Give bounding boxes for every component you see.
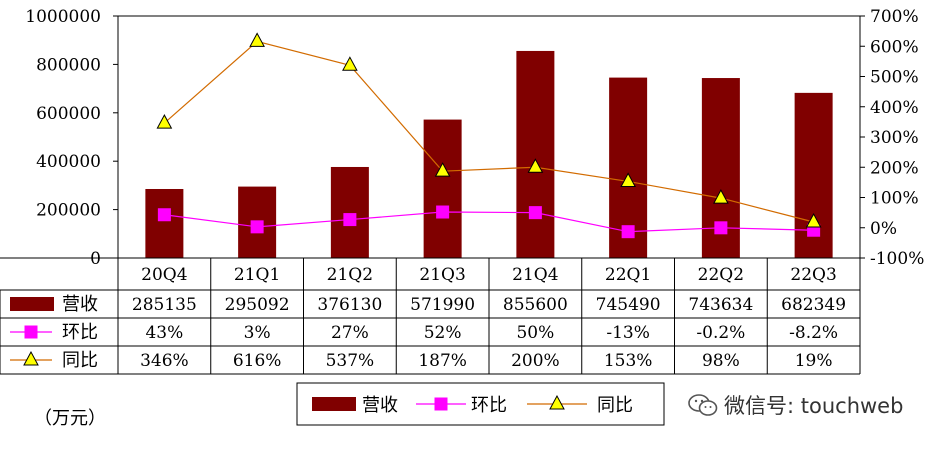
table-cell: 27%	[331, 323, 369, 343]
right-axis-tick-label: 700%	[870, 7, 919, 27]
category-label: 22Q2	[698, 265, 744, 285]
plot-frame	[117, 15, 861, 259]
qoq-marker	[714, 221, 728, 235]
table-cell: 571990	[410, 295, 475, 315]
qoq-marker	[250, 220, 264, 234]
legend-label-qoq: 环比	[471, 395, 507, 416]
table-cell: -8.2%	[789, 323, 838, 343]
left-axis-tick-label: 800000	[36, 55, 101, 75]
watermark-text: 微信号: touchweb	[724, 394, 904, 418]
category-label: 21Q1	[234, 265, 280, 285]
table-cell: 376130	[317, 295, 382, 315]
left-axis-tick-label: 1000000	[25, 7, 101, 27]
table-cell: 200%	[511, 351, 560, 371]
left-axis-tick-label: 200000	[36, 201, 101, 221]
qoq-marker	[621, 225, 635, 239]
right-axis-tick-label: 600%	[870, 37, 919, 57]
yoy-marker	[527, 158, 544, 173]
revenue-bar	[330, 166, 369, 258]
legend-key-qoq-marker	[434, 397, 448, 411]
legend-label-revenue: 营收	[362, 395, 398, 416]
right-axis-tick-label: 100%	[870, 189, 919, 209]
yoy-marker	[156, 114, 173, 129]
qoq-marker	[528, 206, 542, 220]
revenue-bar	[423, 119, 462, 258]
row-header-qoq: 环比	[62, 322, 98, 343]
table-cell: -13%	[606, 323, 650, 343]
table-cell: 537%	[326, 351, 375, 371]
table-cell: 745490	[596, 295, 661, 315]
category-label: 21Q3	[419, 265, 465, 285]
qoq-line	[164, 211, 814, 233]
table-cell: 50%	[516, 323, 554, 343]
legend-label-yoy: 同比	[597, 395, 633, 416]
legend-box	[296, 382, 665, 426]
legend-key-yoy-marker	[549, 394, 565, 410]
table-cell: 43%	[145, 323, 183, 343]
right-axis-tick-label: 300%	[870, 128, 919, 148]
category-label: 20Q4	[141, 265, 187, 285]
yoy-marker	[249, 32, 265, 47]
table-cell: 346%	[140, 351, 189, 371]
category-label: 22Q1	[605, 265, 651, 285]
table-cell: 295092	[225, 295, 290, 315]
table-cell: 19%	[795, 351, 833, 371]
wechat-icon	[688, 394, 718, 416]
row-header-yoy: 同比	[62, 350, 98, 371]
right-axis-tick-label: 200%	[870, 158, 919, 178]
category-label: 21Q4	[512, 265, 558, 285]
table-cell: 187%	[418, 351, 467, 371]
yoy-marker	[434, 162, 451, 177]
watermark: 微信号: touchweb	[688, 390, 903, 420]
table-cell: 743634	[688, 295, 753, 315]
category-label: 22Q3	[790, 265, 836, 285]
row-header-revenue: 营收	[62, 294, 98, 315]
right-axis-tick-label: 500%	[870, 68, 919, 88]
revenue-bar	[145, 188, 184, 258]
left-axis-tick-label: 0	[90, 249, 101, 269]
row-key-revenue	[10, 297, 54, 311]
qoq-marker	[436, 205, 450, 219]
yoy-marker	[342, 56, 358, 71]
table-cell: -0.2%	[696, 323, 745, 343]
table-cell: 285135	[132, 295, 197, 315]
yoy-marker	[620, 172, 636, 187]
left-axis-tick-label: 600000	[36, 104, 101, 124]
legend-key-revenue	[312, 397, 356, 411]
table-cell: 153%	[604, 351, 653, 371]
unit-label: （万元）	[34, 408, 106, 429]
qoq-marker	[157, 208, 171, 222]
yoy-marker	[713, 189, 729, 204]
row-key-yoy-marker	[23, 350, 39, 366]
table-cell: 682349	[781, 295, 846, 315]
yoy-line	[163, 40, 814, 223]
table-cell: 616%	[233, 351, 282, 371]
right-axis-tick-label: -100%	[870, 249, 924, 269]
left-axis-tick-label: 400000	[36, 152, 101, 172]
right-axis-tick-label: 0%	[870, 219, 897, 239]
category-label: 21Q2	[327, 265, 373, 285]
table-cell: 52%	[424, 323, 462, 343]
table-cell: 98%	[702, 351, 740, 371]
right-axis-tick-label: 400%	[870, 98, 919, 118]
yoy-marker	[805, 212, 822, 228]
revenue-bar	[516, 50, 555, 259]
qoq-marker	[343, 213, 357, 227]
row-key-qoq-marker	[24, 325, 38, 339]
table-cell: 855600	[503, 295, 568, 315]
table-cell: 3%	[244, 323, 271, 343]
